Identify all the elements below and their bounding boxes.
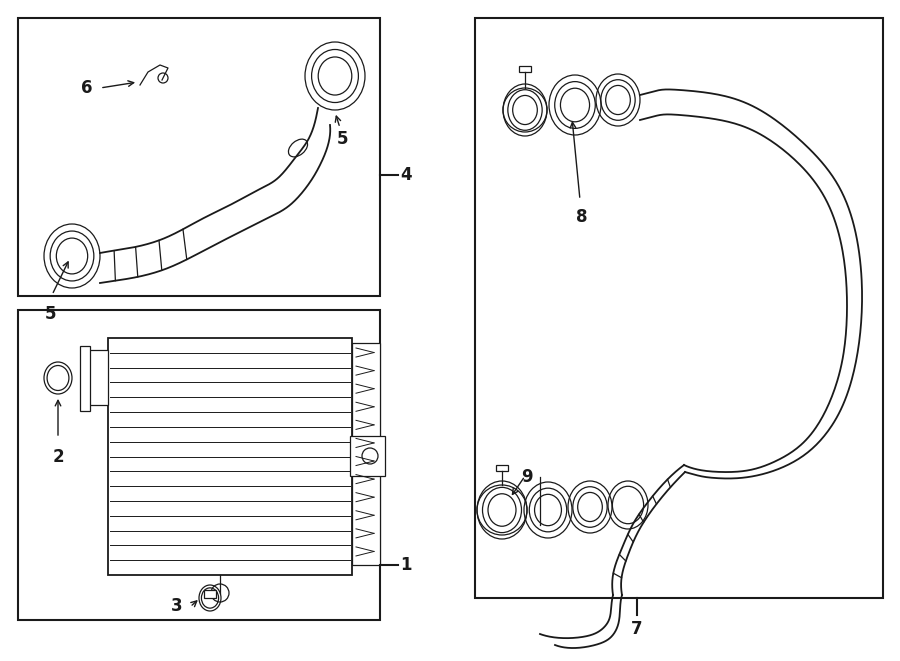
Bar	[496, 465, 508, 471]
Bar	[352, 343, 380, 565]
Text: 3: 3	[170, 597, 182, 615]
Text: 6: 6	[80, 79, 92, 97]
Text: 2: 2	[52, 448, 64, 466]
Bar	[108, 338, 352, 575]
Bar	[88, 350, 108, 405]
Bar	[519, 66, 531, 72]
Text: 8: 8	[576, 208, 588, 226]
Bar	[18, 18, 380, 296]
Bar	[80, 346, 90, 411]
Text: 4: 4	[400, 166, 411, 184]
Bar	[475, 18, 883, 598]
Text: 9: 9	[521, 468, 533, 486]
Bar	[18, 310, 380, 620]
Text: 5: 5	[337, 130, 347, 148]
Text: 1: 1	[400, 556, 411, 574]
Bar	[350, 436, 385, 476]
Circle shape	[211, 584, 229, 602]
Text: 5: 5	[44, 305, 56, 323]
Bar	[204, 590, 216, 598]
Text: 7: 7	[631, 620, 643, 638]
